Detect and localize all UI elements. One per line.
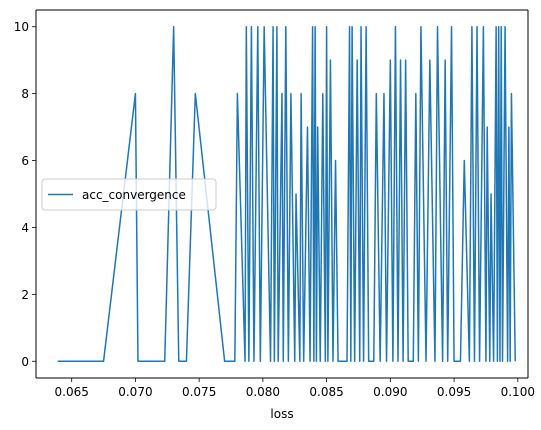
x-axis-ticks: 0.065 0.070 0.075 0.080 0.085 0.090 0.095 0.100 <box>55 378 535 399</box>
x-tick-label: 0.100 <box>501 385 535 399</box>
y-tick-label: 10 <box>14 20 29 34</box>
y-tick-label: 0 <box>21 355 29 369</box>
x-tick-label: 0.085 <box>309 385 343 399</box>
x-tick-label: 0.075 <box>182 385 216 399</box>
x-axis-title: loss <box>270 407 293 421</box>
series-layer <box>57 25 516 363</box>
y-tick-label: 8 <box>21 87 29 101</box>
x-tick-label: 0.090 <box>373 385 407 399</box>
y-axis-ticks: 0 2 4 6 8 10 <box>14 20 36 369</box>
x-tick-label: 0.095 <box>437 385 471 399</box>
x-tick-label: 0.080 <box>246 385 280 399</box>
legend: acc_convergence <box>41 178 217 211</box>
y-tick-label: 2 <box>21 288 29 302</box>
series-line-acc-convergence <box>57 25 516 363</box>
legend-label-acc-convergence: acc_convergence <box>82 188 186 202</box>
legend-box <box>41 178 217 211</box>
x-tick-label: 0.065 <box>55 385 89 399</box>
y-tick-label: 4 <box>21 221 29 235</box>
axes-frame <box>35 9 529 379</box>
x-tick-label: 0.070 <box>118 385 152 399</box>
y-tick-label: 6 <box>21 154 29 168</box>
